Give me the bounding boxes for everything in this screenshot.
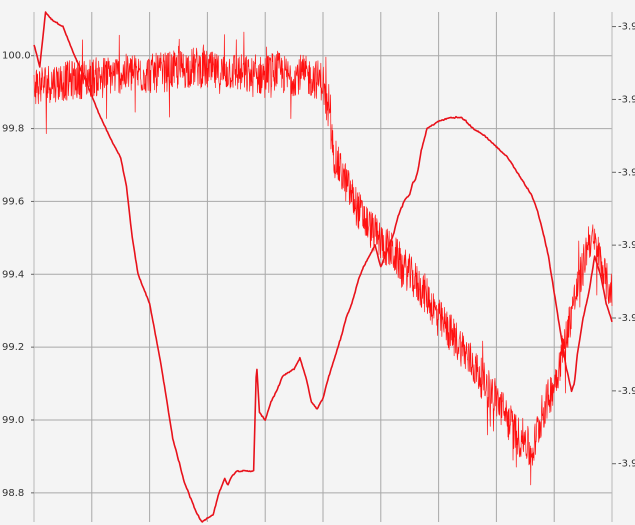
series-layer [33,11,613,523]
left-tick-label: 99.4 [2,269,24,280]
right-tick-label: -3.90 [618,167,635,178]
y-gridlines [34,55,612,494]
right-axis-ticks: -3.90 -3.90 -3.90 -3.90 -3.90 -3.90 -3.90 [612,22,635,470]
right-tick-label: -3.90 [618,94,635,105]
left-tick-label: 98.8 [2,488,24,499]
series-line-2 [33,31,613,486]
right-tick-label: -3.90 [618,459,635,470]
right-tick-label: -3.90 [618,240,635,251]
left-tick-label: 99.6 [2,196,24,207]
left-tick-label: 100.0 [2,51,31,62]
right-tick-label: -3.90 [618,386,635,397]
left-tick-label: 99.2 [2,342,24,353]
right-tick-label: -3.90 [618,22,635,33]
left-tick-label: 99.8 [2,124,24,135]
left-axis-ticks: 100.0 99.8 99.6 99.4 99.2 99.0 98.8 [2,51,34,499]
left-tick-label: 99.0 [2,415,24,426]
right-tick-label: -3.90 [618,313,635,324]
series-line-1 [33,11,613,523]
